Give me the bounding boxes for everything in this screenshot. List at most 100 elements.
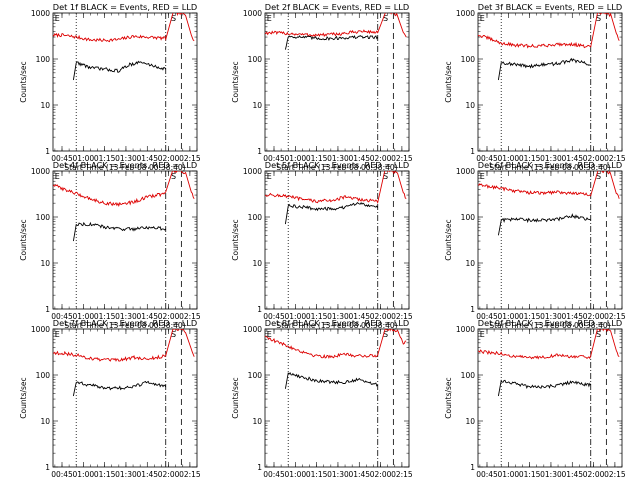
x-tick-label: 00:45 [476, 470, 498, 479]
x-tick-label: 01:30 [115, 312, 137, 321]
x-tick-label: 01:00 [73, 470, 95, 479]
x-tick-label: 01:45 [348, 154, 370, 163]
y-tick-label: 100 [248, 213, 263, 222]
chart-title: Det 6f BLACK = Events, RED = LLD [478, 160, 622, 170]
x-tick-label: 02:15 [604, 154, 626, 163]
y-axis-label: Counts/sec [19, 219, 28, 260]
plot-frame [52, 12, 198, 152]
x-tick-label: 01:45 [561, 312, 583, 321]
x-tick-label: 02:15 [604, 470, 626, 479]
y-tick-label: 10 [40, 101, 50, 110]
x-tick-label: 01:15 [519, 154, 541, 163]
series-line-lld [265, 329, 407, 359]
x-tick-label: 02:00 [370, 154, 392, 163]
x-tick-label: 00:45 [263, 312, 285, 321]
series-line-lld [265, 171, 407, 204]
detector-chart-2: Det 2f BLACK = Events, RED = LLD 1 10 100 10… [231, 2, 413, 172]
x-tick-label: 01:30 [327, 154, 349, 163]
series-line-lld [53, 13, 195, 43]
x-tick-label: 01:00 [285, 154, 307, 163]
x-tick-label: 02:00 [158, 312, 180, 321]
x-tick-label: 01:15 [94, 154, 116, 163]
plot-frame [477, 170, 623, 310]
x-tick-label: 02:00 [370, 470, 392, 479]
annotation-s: S [171, 330, 176, 339]
x-tick-label: 02:15 [604, 312, 626, 321]
annotation-s: S [383, 14, 388, 23]
x-axis-label: Start Time (13-Feb-08 00:38:40) [64, 321, 185, 330]
x-tick-label: 02:00 [158, 470, 180, 479]
plot-frame [52, 170, 198, 310]
series-line-lld [478, 329, 620, 360]
y-tick-label: 1 [257, 305, 262, 314]
x-tick-label: 02:15 [391, 154, 413, 163]
x-tick-label: 01:30 [115, 470, 137, 479]
detector-chart-6: Det 6f BLACK = Events, RED = LLD 1 10 100 10… [444, 160, 626, 330]
y-tick-label: 10 [252, 417, 262, 426]
x-tick-label: 01:45 [561, 470, 583, 479]
plot-frame [52, 328, 198, 468]
y-tick-label: 1 [257, 463, 262, 472]
chart-title: Det 2f BLACK = Events, RED = LLD [265, 2, 409, 12]
x-tick-label: 02:15 [179, 470, 201, 479]
x-tick-label: 01:15 [519, 312, 541, 321]
annotation-s: S [383, 172, 388, 181]
detector-chart-7: Det 7f BLACK = Events, RED = LLD 1 10 100 10… [19, 318, 201, 484]
chart-title: Det 5f BLACK = Events, RED = LLD [265, 160, 409, 170]
series-line-events [284, 201, 379, 225]
x-tick-label: 02:15 [391, 470, 413, 479]
y-tick-label: 1 [257, 147, 262, 156]
x-tick-label: 01:45 [348, 312, 370, 321]
y-axis-label: Counts/sec [231, 61, 240, 102]
chart-title: Det 4f BLACK = Events, RED = LLD [53, 160, 197, 170]
x-tick-label: 02:15 [391, 312, 413, 321]
y-tick-label: 1000 [31, 167, 50, 176]
x-axis-label: Start Time (13-Feb-08 00:38:40) [276, 163, 397, 172]
x-tick-label: 02:00 [583, 312, 605, 321]
y-tick-label: 1 [45, 463, 50, 472]
y-tick-label: 100 [36, 371, 51, 380]
x-tick-label: 01:30 [540, 312, 562, 321]
y-tick-label: 100 [36, 55, 51, 64]
x-axis-label: Start Time (13-Feb-08 00:38:40) [489, 321, 610, 330]
y-tick-label: 100 [461, 55, 476, 64]
x-tick-label: 01:45 [136, 154, 158, 163]
x-tick-label: 01:30 [327, 312, 349, 321]
y-axis-label: Counts/sec [19, 61, 28, 102]
series-line-lld [478, 13, 620, 49]
x-tick-label: 00:45 [51, 312, 73, 321]
x-axis-label: Start Time (13-Feb-08 00:38:40) [489, 163, 610, 172]
y-tick-label: 1000 [456, 9, 475, 18]
plot-frame [264, 170, 410, 310]
x-tick-label: 00:45 [263, 154, 285, 163]
x-tick-label: 01:15 [306, 470, 328, 479]
x-tick-label: 01:45 [136, 470, 158, 479]
annotation-e: E [480, 14, 485, 23]
chart-title: Det 8f BLACK = Events, RED = LLD [265, 318, 409, 328]
y-tick-label: 100 [248, 371, 263, 380]
y-tick-label: 10 [40, 259, 50, 268]
y-tick-label: 1 [470, 147, 475, 156]
y-tick-label: 10 [465, 417, 475, 426]
series-line-events [497, 57, 591, 81]
annotation-s: S [596, 330, 601, 339]
annotation-e: E [55, 330, 60, 339]
plot-frame [477, 328, 623, 468]
x-tick-label: 01:30 [540, 470, 562, 479]
x-tick-label: 02:00 [583, 470, 605, 479]
y-axis-label: Counts/sec [231, 377, 240, 418]
y-axis-label: Counts/sec [231, 219, 240, 260]
x-tick-label: 01:30 [115, 154, 137, 163]
y-axis-label: Counts/sec [444, 219, 453, 260]
series-line-events [72, 221, 167, 242]
x-tick-label: 01:15 [519, 470, 541, 479]
detector-chart-1: Det 1f BLACK = Events, RED = LLD 1 10 100 10… [19, 2, 201, 172]
x-tick-label: 01:15 [306, 312, 328, 321]
detector-chart-5: Det 5f BLACK = Events, RED = LLD 1 10 100 10… [231, 160, 413, 330]
x-tick-label: 01:00 [498, 312, 520, 321]
annotation-e: E [480, 172, 485, 181]
x-tick-label: 01:00 [285, 470, 307, 479]
x-tick-label: 02:15 [179, 312, 201, 321]
y-tick-label: 10 [252, 259, 262, 268]
